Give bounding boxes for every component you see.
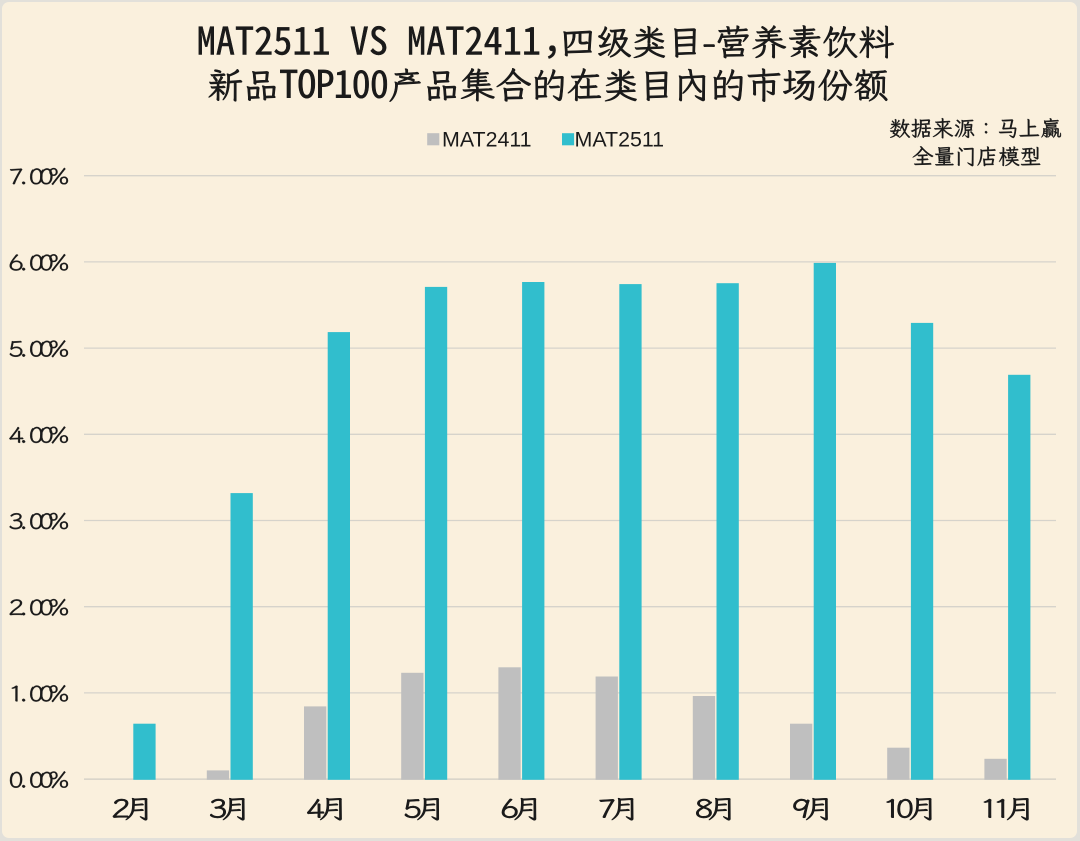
svg-text:MAT2511: MAT2511: [575, 128, 665, 152]
svg-text:MAT2411: MAT2411: [442, 128, 532, 152]
